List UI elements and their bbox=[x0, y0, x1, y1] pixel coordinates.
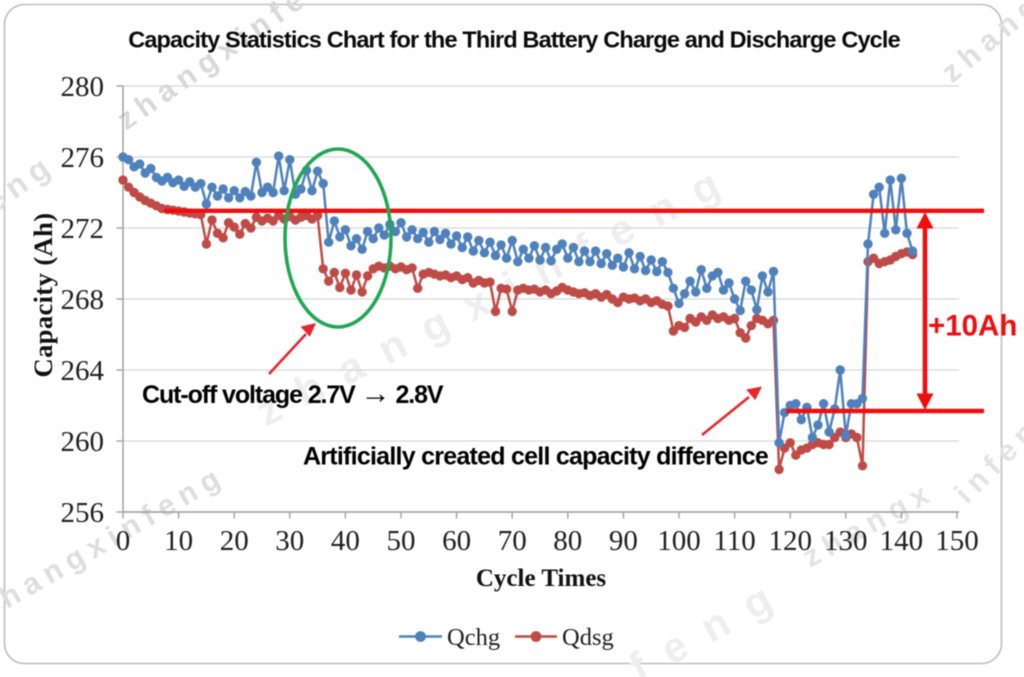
svg-text:Qdsg: Qdsg bbox=[562, 624, 614, 651]
svg-text:260: 260 bbox=[61, 426, 105, 458]
svg-text:110: 110 bbox=[713, 525, 755, 557]
svg-text:10: 10 bbox=[164, 525, 193, 557]
svg-text:70: 70 bbox=[498, 525, 527, 557]
svg-text:272: 272 bbox=[61, 213, 105, 245]
svg-text:40: 40 bbox=[331, 525, 360, 557]
svg-text:276: 276 bbox=[61, 142, 105, 174]
svg-text:140: 140 bbox=[880, 525, 924, 557]
svg-text:130: 130 bbox=[824, 525, 868, 557]
svg-text:Capacity Statistics Chart for: Capacity Statistics Chart for the Third … bbox=[128, 27, 900, 53]
svg-text:Qchg: Qchg bbox=[447, 624, 500, 651]
svg-text:50: 50 bbox=[387, 525, 416, 557]
svg-text:0: 0 bbox=[116, 525, 131, 557]
svg-text:256: 256 bbox=[61, 497, 105, 529]
svg-text:268: 268 bbox=[61, 284, 105, 316]
svg-text:Capacity (Ah): Capacity (Ah) bbox=[28, 213, 58, 378]
svg-text:30: 30 bbox=[275, 525, 304, 557]
svg-text:+10Ah: +10Ah bbox=[928, 310, 1017, 343]
svg-text:20: 20 bbox=[220, 525, 249, 557]
svg-text:Cut-off voltage 2.7V → 2.8V: Cut-off voltage 2.7V → 2.8V bbox=[142, 377, 444, 410]
svg-text:80: 80 bbox=[553, 525, 582, 557]
svg-text:90: 90 bbox=[609, 525, 638, 557]
svg-text:150: 150 bbox=[935, 525, 979, 557]
svg-text:60: 60 bbox=[442, 525, 471, 557]
svg-text:Artificially created cell capa: Artificially created cell capacity diffe… bbox=[303, 443, 769, 471]
svg-text:120: 120 bbox=[768, 525, 812, 557]
svg-text:280: 280 bbox=[61, 71, 105, 103]
svg-text:Cycle Times: Cycle Times bbox=[476, 565, 607, 592]
svg-text:100: 100 bbox=[657, 525, 701, 557]
svg-text:264: 264 bbox=[61, 355, 105, 387]
